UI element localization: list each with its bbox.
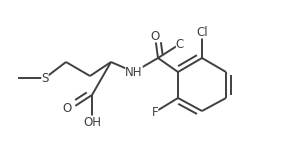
Text: O: O <box>151 29 160 43</box>
Text: NH: NH <box>125 65 143 79</box>
Text: C: C <box>176 37 184 51</box>
Text: O: O <box>63 101 72 115</box>
Text: F: F <box>152 105 158 119</box>
Text: S: S <box>41 72 49 84</box>
Text: OH: OH <box>83 116 101 128</box>
Text: Cl: Cl <box>196 25 208 39</box>
